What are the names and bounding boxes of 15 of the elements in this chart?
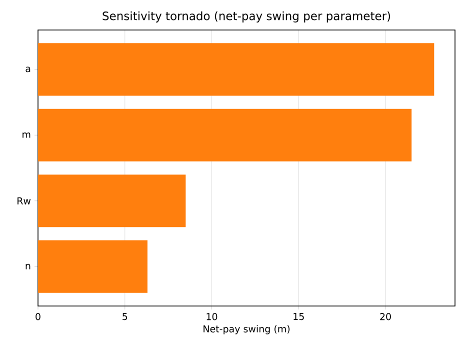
chart-title: Sensitivity tornado (net-pay swing per parameter) — [102, 11, 390, 22]
x-tick-label: 5 — [122, 313, 128, 320]
y-tick-label: Rw — [18, 197, 31, 204]
y-tick-label: n — [26, 264, 30, 270]
y-tick-label: m — [22, 132, 30, 138]
x-tick-label: 20 — [380, 313, 391, 320]
x-tick-label: 10 — [206, 313, 218, 320]
x-tick-label: 15 — [294, 313, 304, 320]
bar — [38, 174, 186, 228]
bar — [38, 240, 148, 293]
y-tick-label: a — [26, 66, 30, 72]
x-tick-label: 0 — [36, 313, 40, 320]
bar — [38, 43, 434, 96]
bar — [38, 108, 412, 162]
x-axis-title: Net-pay swing (m) — [204, 325, 290, 334]
